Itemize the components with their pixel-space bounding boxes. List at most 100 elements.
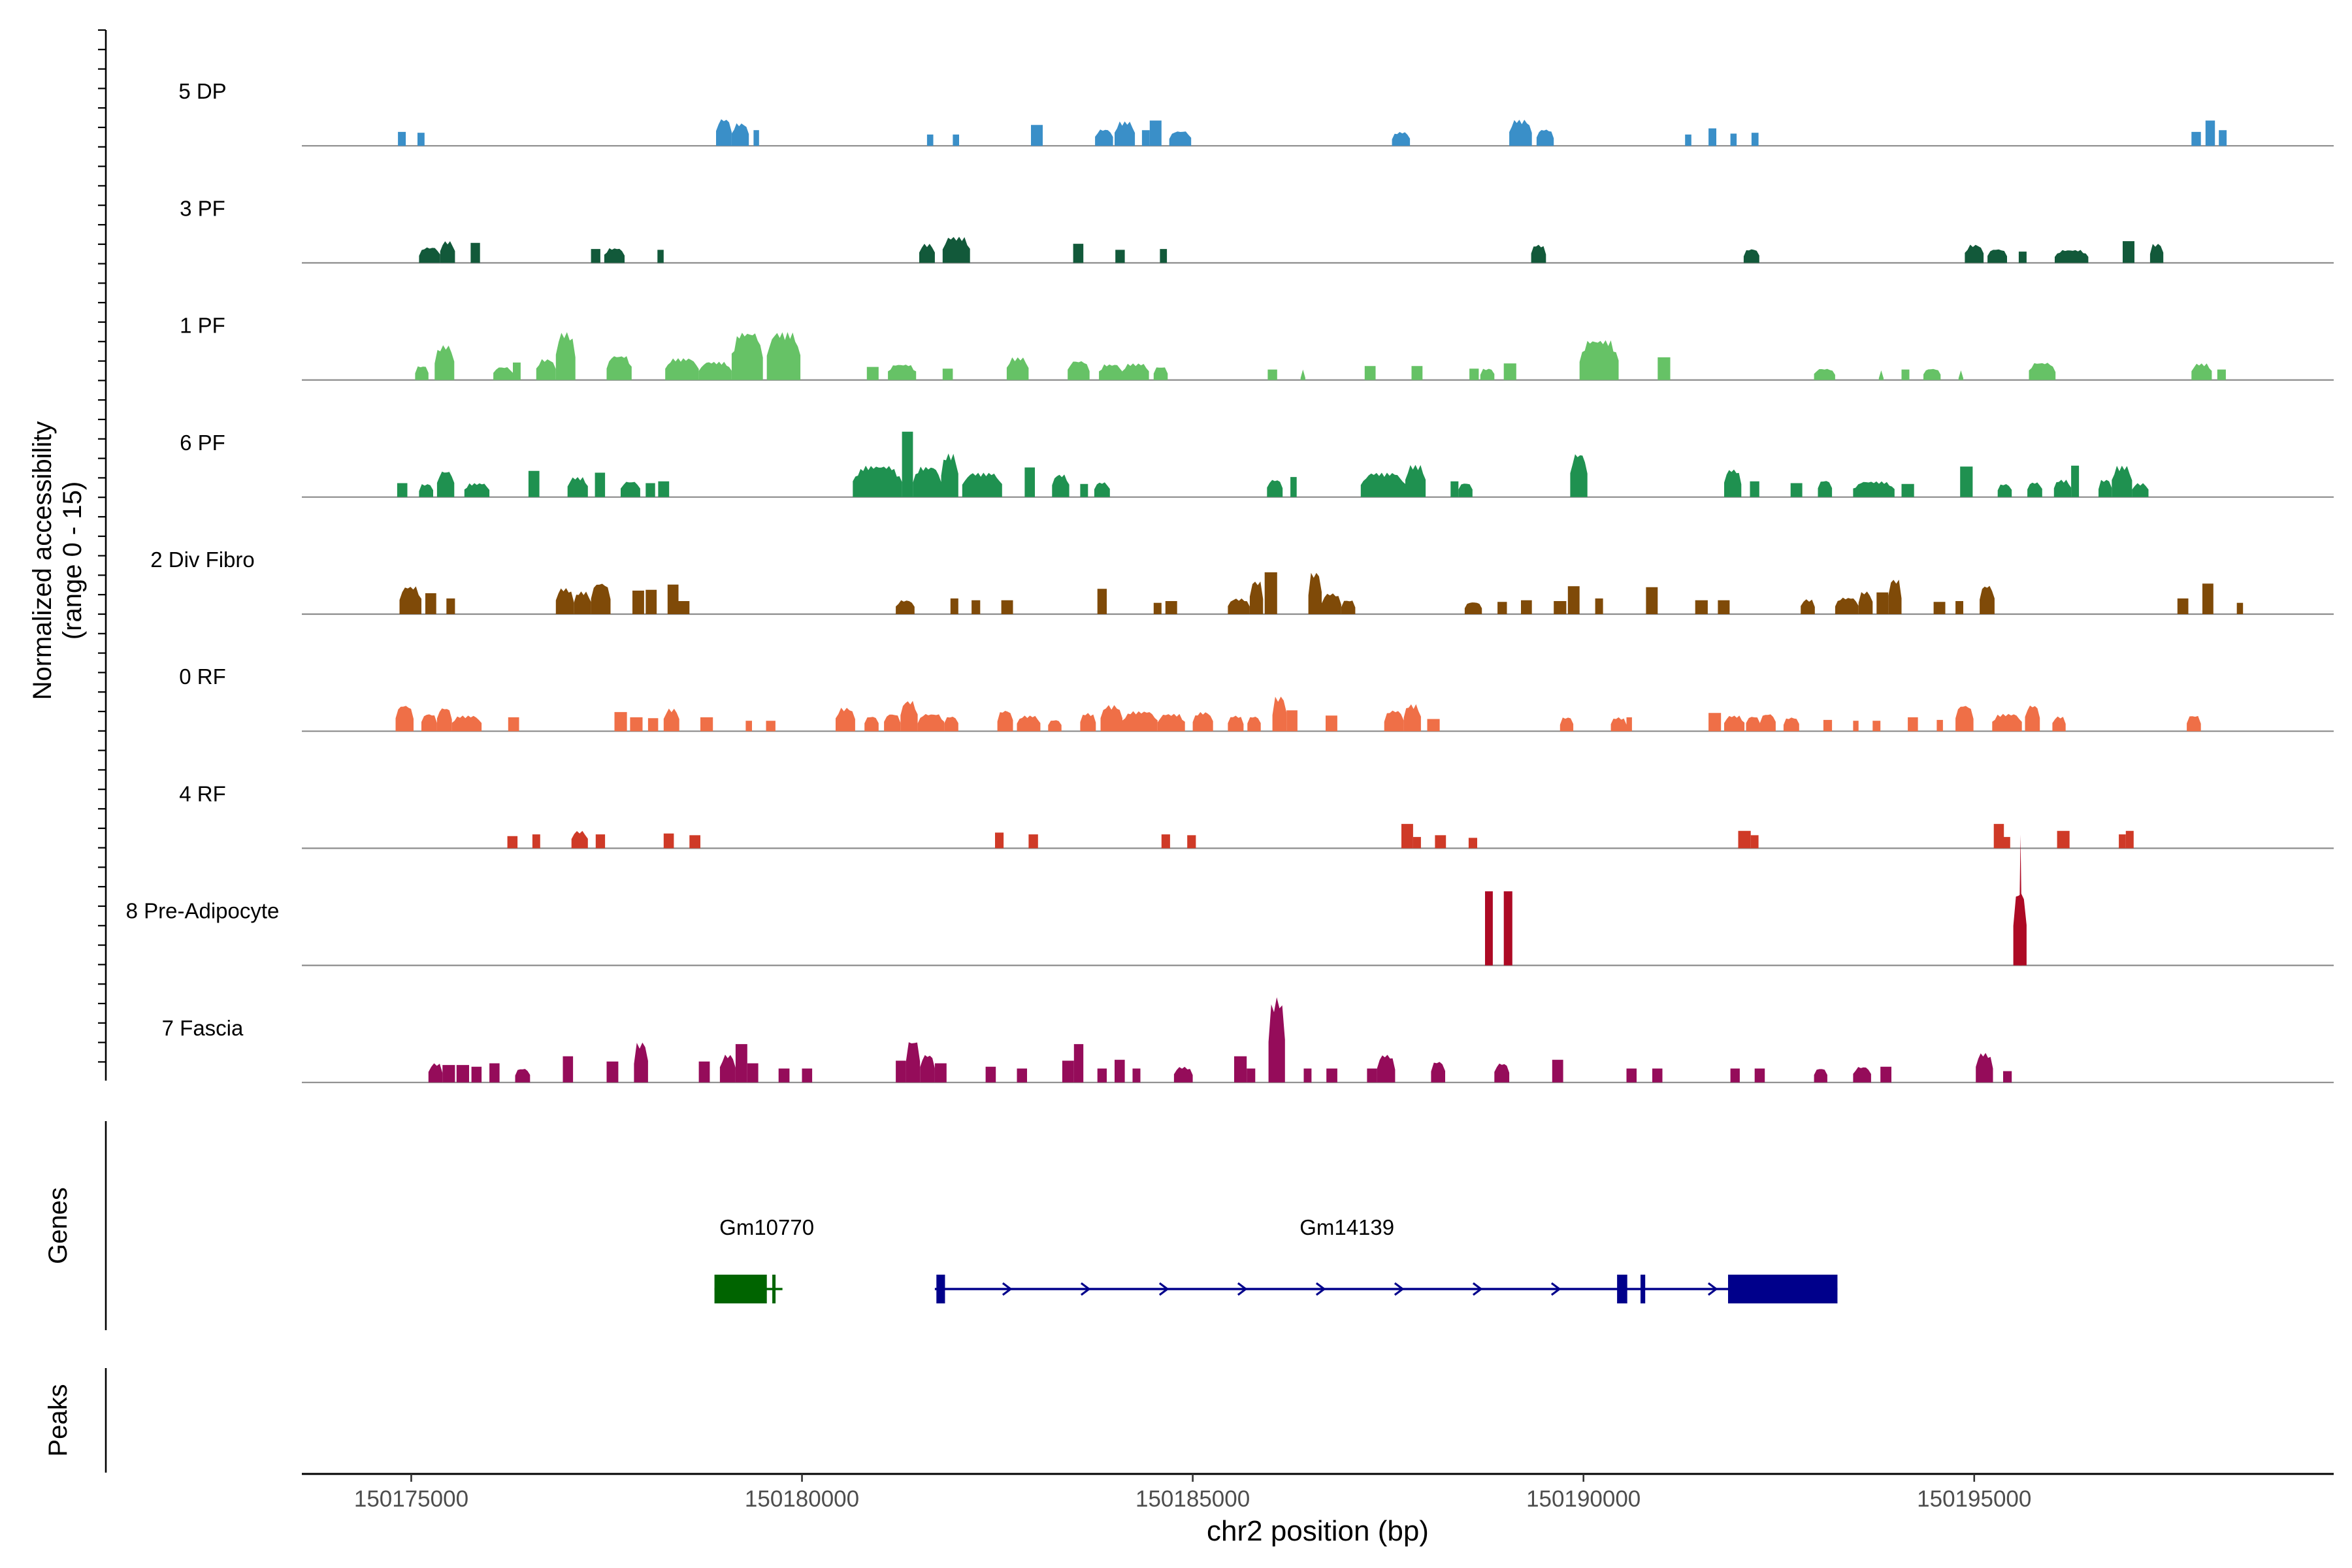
- coverage-peak: [1503, 891, 1512, 966]
- coverage-peak: [1987, 249, 2007, 263]
- coverage-peak: [1234, 1056, 1247, 1083]
- track-label: 0 RF: [179, 664, 226, 689]
- coverage-peak: [1933, 602, 1946, 614]
- coverage-peak: [1367, 1068, 1377, 1083]
- gene-exon: [936, 1275, 945, 1303]
- coverage-peak: [942, 237, 970, 263]
- coverage-peak: [1326, 1068, 1337, 1083]
- coverage-peak: [1936, 719, 1943, 732]
- coverage-peak: [645, 483, 655, 497]
- coverage-peak: [995, 832, 1004, 849]
- coverage-peak: [1751, 133, 1759, 146]
- coverage-peak: [436, 471, 455, 497]
- coverage-peak: [2018, 252, 2027, 263]
- coverage-peak: [1536, 129, 1554, 146]
- coverage-peak: [1708, 713, 1722, 732]
- coverage-peak: [1872, 721, 1881, 732]
- coverage-peak: [1165, 601, 1177, 614]
- strand-chevron: [1080, 1282, 1091, 1296]
- coverage-peak: [2025, 705, 2040, 732]
- coverage-peak: [1992, 713, 2022, 732]
- coverage-peak: [1115, 121, 1135, 146]
- coverage-peak: [667, 584, 679, 614]
- coverage-peak: [1290, 477, 1297, 497]
- coverage-peak: [2119, 834, 2126, 849]
- coverage-peak: [745, 721, 752, 732]
- coverage-peak: [415, 366, 429, 380]
- coverage-peak: [1377, 1054, 1396, 1083]
- coverage-peak: [665, 358, 699, 380]
- coverage-peak: [2217, 369, 2226, 380]
- track-7-fascia: 7 Fascia: [162, 997, 2334, 1083]
- strand-chevron: [1158, 1282, 1169, 1296]
- coverage-peak: [1814, 1069, 1827, 1083]
- coverage-peak: [657, 250, 664, 263]
- coverage-peak: [606, 1061, 619, 1083]
- gene-label: Gm14139: [1299, 1215, 1394, 1239]
- coverage-peak: [1570, 454, 1588, 497]
- coverage-peak: [1746, 717, 1760, 732]
- coverage-peak: [766, 721, 776, 732]
- track-2-div-fibro: 2 Div Fibro: [150, 547, 2334, 615]
- coverage-peak: [753, 130, 759, 146]
- coverage-peak: [2071, 465, 2080, 497]
- coverage-peak: [658, 481, 670, 497]
- coverage-peak: [508, 717, 519, 732]
- gene-exon: [772, 1275, 776, 1303]
- coverage-peak: [1754, 1068, 1765, 1083]
- coverage-peak: [1560, 717, 1574, 732]
- track-label: 2 Div Fibro: [150, 547, 255, 572]
- coverage-peak: [802, 1068, 813, 1083]
- coverage-peak: [1094, 482, 1110, 497]
- coverage-peak: [1908, 717, 1918, 732]
- coverage-peak: [719, 1054, 736, 1083]
- coverage-peak: [1411, 366, 1423, 380]
- coverage-peak: [532, 834, 540, 849]
- coverage-peak: [1401, 824, 1413, 849]
- coverage-peak: [456, 1065, 469, 1083]
- coverage-peak: [2202, 583, 2213, 614]
- coverage-peak: [896, 1060, 906, 1083]
- coverage-peak: [1658, 357, 1671, 380]
- track-6-pf: 6 PF: [180, 431, 2334, 498]
- coverage-peak: [1097, 1068, 1107, 1083]
- coverage-peak: [1161, 834, 1170, 849]
- coverage-peak: [1876, 592, 1889, 614]
- coverage-peak: [1187, 835, 1196, 849]
- coverage-peak: [1853, 481, 1895, 497]
- coverage-peak: [1100, 705, 1122, 732]
- strand-chevron: [1707, 1282, 1718, 1296]
- coverage-peak: [1880, 1066, 1891, 1083]
- coverage-peak: [507, 836, 518, 849]
- coverage-peak: [1403, 704, 1421, 732]
- track-label: 4 RF: [179, 781, 226, 806]
- coverage-peak: [1464, 602, 1482, 614]
- coverage-peak: [1017, 1068, 1027, 1083]
- coverage-peak: [1073, 1044, 1084, 1083]
- strand-chevron: [1315, 1282, 1326, 1296]
- coverage-peak: [1923, 368, 1941, 380]
- coverage-peak: [853, 465, 902, 497]
- coverage-peak: [962, 472, 1002, 497]
- coverage-peak: [591, 583, 611, 614]
- coverage-peak: [513, 362, 521, 380]
- coverage-peak: [1097, 589, 1107, 614]
- x-axis-ticks: 150175000 150180000 150185000 150190000 1501…: [354, 1474, 2031, 1512]
- coverage-peak: [1738, 830, 1751, 849]
- coverage-peak: [1976, 1053, 1993, 1083]
- coverage-peak: [647, 718, 659, 732]
- coverage-peak: [1521, 600, 1532, 614]
- coverage-peak: [604, 248, 625, 263]
- coverage-peak: [1031, 125, 1043, 146]
- coverage-peak: [1228, 715, 1244, 732]
- coverage-peak: [1960, 466, 1973, 497]
- coverage-peak: [567, 477, 588, 497]
- coverage-peak: [1858, 591, 1873, 614]
- coverage-peak: [1115, 250, 1125, 263]
- coverage-peak: [442, 1065, 455, 1083]
- coverage-peak: [446, 598, 455, 614]
- coverage-peak: [1652, 1068, 1663, 1083]
- coverage-peak: [1853, 1067, 1871, 1083]
- coverage-peak: [1801, 599, 1815, 614]
